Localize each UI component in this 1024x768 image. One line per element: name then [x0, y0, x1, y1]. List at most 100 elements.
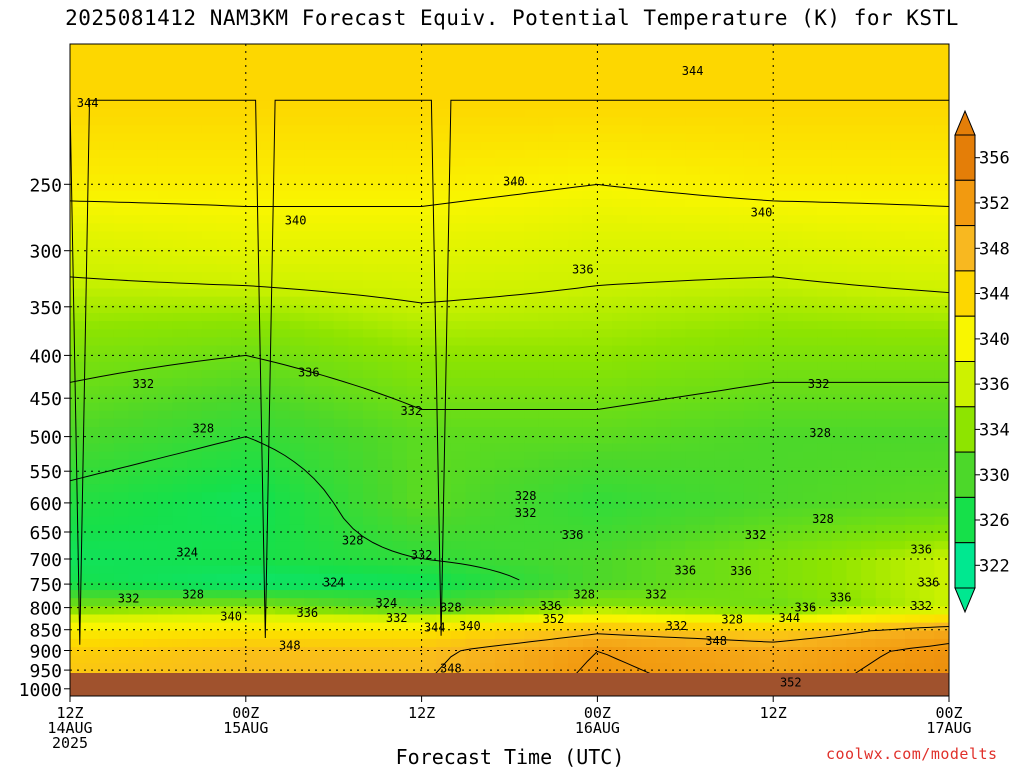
heatmap-cell	[260, 443, 276, 453]
heatmap-cell	[699, 166, 716, 175]
heatmap-cell	[70, 166, 86, 175]
heatmap-cell	[465, 663, 481, 673]
heatmap-cell	[436, 304, 452, 314]
heatmap-cell	[626, 190, 642, 200]
heatmap-cell	[363, 312, 379, 322]
heatmap-cell	[831, 321, 848, 330]
heatmap-cell	[802, 52, 818, 61]
heatmap-cell	[714, 304, 730, 314]
heatmap-cell	[319, 630, 335, 640]
heatmap-cell	[802, 247, 818, 257]
heatmap-cell	[319, 557, 335, 567]
heatmap-cell	[216, 663, 232, 673]
heatmap-cell	[187, 508, 203, 518]
heatmap-cell	[890, 663, 906, 673]
heatmap-cell	[187, 565, 203, 575]
heatmap-cell	[289, 598, 305, 607]
heatmap-cell	[626, 247, 642, 257]
heatmap-cell	[831, 402, 848, 412]
heatmap-cell	[890, 541, 906, 550]
heatmap-cell	[363, 76, 379, 86]
heatmap-cell	[773, 231, 789, 241]
heatmap-cell	[392, 84, 408, 94]
heatmap-cell	[494, 655, 511, 664]
heatmap-cell	[348, 247, 364, 257]
heatmap-cell	[685, 459, 701, 469]
heatmap-cell	[568, 345, 584, 355]
heatmap-cell	[905, 247, 921, 257]
heatmap-cell	[84, 44, 100, 53]
heatmap-cell	[626, 84, 642, 94]
heatmap-cell	[157, 378, 174, 387]
heatmap-cell	[143, 427, 159, 436]
heatmap-cell	[70, 361, 86, 371]
heatmap-cell	[304, 215, 320, 224]
heatmap-cell	[817, 149, 833, 159]
heatmap-cell	[348, 76, 364, 86]
heatmap-cell	[802, 516, 818, 526]
heatmap-cell	[875, 581, 891, 591]
heatmap-cell	[905, 174, 921, 184]
heatmap-cell	[392, 435, 408, 444]
heatmap-cell	[890, 655, 906, 664]
heatmap-cell	[612, 52, 628, 61]
heatmap-cell	[275, 508, 291, 518]
heatmap-cell	[348, 288, 364, 298]
heatmap-cell	[831, 215, 848, 224]
heatmap-cell	[773, 370, 789, 379]
heatmap-cell	[699, 508, 716, 518]
heatmap-cell	[70, 622, 86, 632]
heatmap-cell	[582, 312, 598, 322]
heatmap-cell	[113, 386, 130, 396]
heatmap-cell	[773, 52, 789, 61]
heatmap-cell	[216, 182, 232, 192]
heatmap-cell	[333, 141, 349, 151]
heatmap-cell	[743, 549, 760, 559]
heatmap-cell	[905, 606, 921, 616]
heatmap-cell	[656, 370, 672, 379]
heatmap-cell	[743, 109, 760, 118]
heatmap-cell	[699, 158, 716, 167]
heatmap-cell	[524, 598, 540, 607]
heatmap-cell	[436, 52, 452, 61]
heatmap-cell	[861, 516, 877, 526]
heatmap-cell	[406, 296, 423, 306]
heatmap-cell	[275, 52, 291, 61]
heatmap-cell	[802, 223, 818, 233]
heatmap-cell	[538, 524, 555, 534]
heatmap-cell	[201, 60, 218, 70]
heatmap-cell	[216, 614, 232, 624]
heatmap-cell	[333, 492, 349, 501]
heatmap-cell	[787, 272, 804, 281]
heatmap-cell	[113, 606, 130, 616]
heatmap-cell	[612, 92, 628, 102]
heatmap-cell	[670, 158, 686, 167]
heatmap-cell	[363, 410, 379, 420]
heatmap-cell	[626, 231, 642, 241]
heatmap-cell	[626, 541, 642, 550]
heatmap-cell	[421, 451, 437, 461]
heatmap-cell	[641, 117, 657, 127]
heatmap-cell	[231, 614, 247, 624]
heatmap-cell	[875, 475, 891, 485]
heatmap-cell	[670, 207, 686, 216]
heatmap-cell	[143, 84, 159, 94]
heatmap-cell	[436, 353, 452, 363]
heatmap-cell	[231, 443, 247, 453]
heatmap-cell	[817, 427, 833, 436]
heatmap-cell	[348, 516, 364, 526]
heatmap-cell	[465, 304, 481, 314]
heatmap-cell	[743, 541, 760, 550]
heatmap-cell	[685, 386, 701, 396]
heatmap-cell	[538, 370, 555, 379]
heatmap-cell	[699, 101, 716, 110]
heatmap-cell	[787, 133, 804, 143]
heatmap-cell	[84, 443, 100, 453]
heatmap-cell	[128, 125, 144, 135]
heatmap-cell	[729, 614, 745, 624]
heatmap-cell	[582, 321, 598, 330]
heatmap-cell	[802, 500, 818, 510]
heatmap-cell	[319, 410, 335, 420]
heatmap-cell	[99, 44, 115, 53]
credit-link[interactable]: coolwx.com/modelts	[826, 745, 998, 763]
